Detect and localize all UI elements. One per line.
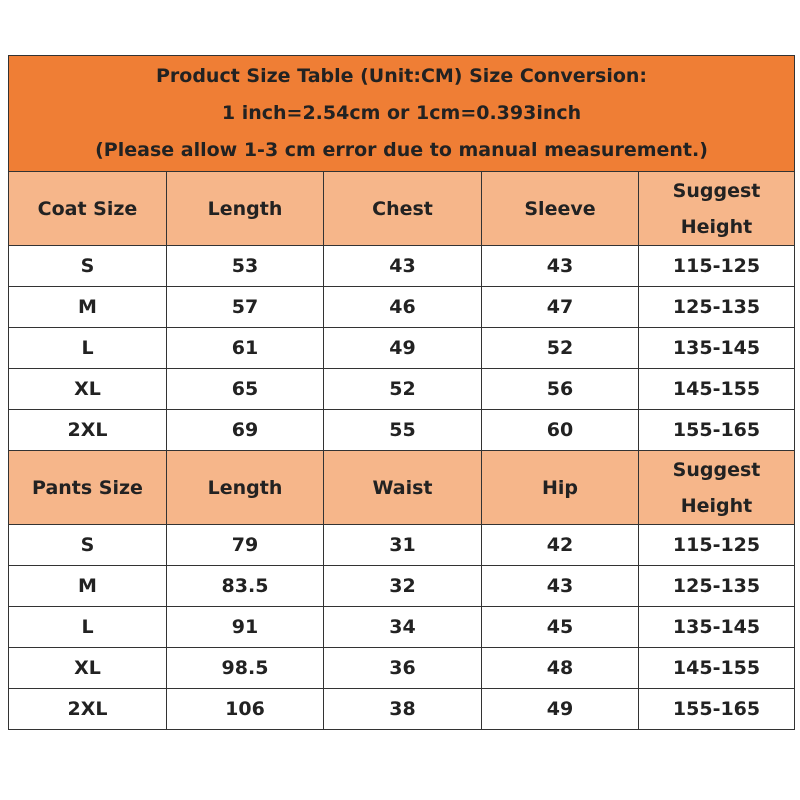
size-cell: XL — [8, 368, 167, 410]
size-cell: 115-125 — [637, 524, 796, 566]
size-cell: 56 — [481, 368, 639, 410]
title-cell: Product Size Table (Unit:CM) Size Conver… — [7, 55, 796, 172]
column-header-text: Suggest Height — [672, 179, 761, 238]
size-row: XL 65 52 56 145-155 — [8, 368, 796, 410]
size-cell: 38 — [323, 688, 482, 730]
size-cell: 48 — [481, 647, 639, 689]
column-header-row: Pants Size Length Waist Hip Suggest Height — [8, 450, 796, 525]
size-cell: 60 — [481, 409, 639, 451]
size-cell: 115-125 — [637, 245, 796, 287]
size-cell: L — [8, 327, 167, 369]
size-cell: 34 — [323, 606, 482, 648]
size-cell: 57 — [166, 286, 324, 328]
size-cell: 46 — [323, 286, 482, 328]
size-row: L 61 49 52 135-145 — [8, 327, 796, 369]
column-header-text: Chest — [372, 197, 433, 220]
size-cell: 2XL — [8, 409, 167, 451]
size-row: S 79 31 42 115-125 — [8, 524, 796, 566]
column-header-row: Coat Size Length Chest Sleeve Suggest Height — [8, 171, 796, 246]
size-cell: 49 — [481, 688, 639, 730]
size-cell: 69 — [166, 409, 324, 451]
column-header: Suggest Height — [637, 450, 796, 525]
column-header-text: Length — [207, 476, 283, 499]
size-row: L 91 34 45 135-145 — [8, 606, 796, 648]
size-cell: S — [8, 245, 167, 287]
title-row: Product Size Table (Unit:CM) Size Conver… — [7, 55, 796, 172]
size-cell: 52 — [481, 327, 639, 369]
size-cell: 61 — [166, 327, 324, 369]
size-cell: 135-145 — [637, 327, 796, 369]
size-table-container: Product Size Table (Unit:CM) Size Conver… — [7, 55, 796, 730]
size-cell: 49 — [323, 327, 482, 369]
size-cell: 155-165 — [637, 688, 796, 730]
size-table: Product Size Table (Unit:CM) Size Conver… — [7, 55, 796, 730]
column-header-text: Hip — [541, 476, 578, 499]
table-body: Product Size Table (Unit:CM) Size Conver… — [7, 55, 796, 730]
column-header: Length — [166, 171, 324, 246]
size-cell: 79 — [166, 524, 324, 566]
size-row: 2XL 106 38 49 155-165 — [8, 688, 796, 730]
size-cell: 125-135 — [637, 565, 796, 607]
size-cell: 65 — [166, 368, 324, 410]
size-cell: 36 — [323, 647, 482, 689]
size-cell: XL — [8, 647, 167, 689]
title-line: Product Size Table (Unit:CM) Size Conver… — [155, 65, 648, 87]
title-line: (Please allow 1-3 cm error due to manual… — [95, 139, 708, 161]
column-header: Pants Size — [8, 450, 167, 525]
size-cell: 145-155 — [637, 368, 796, 410]
size-cell: 83.5 — [166, 565, 324, 607]
column-header-text: Pants Size — [32, 476, 143, 499]
size-cell: 2XL — [8, 688, 167, 730]
size-cell: 155-165 — [637, 409, 796, 451]
size-row: 2XL 69 55 60 155-165 — [8, 409, 796, 451]
size-cell: M — [8, 286, 167, 328]
size-row: XL 98.5 36 48 145-155 — [8, 647, 796, 689]
size-row: S 53 43 43 115-125 — [8, 245, 796, 287]
size-cell: S — [8, 524, 167, 566]
size-cell: 31 — [323, 524, 482, 566]
column-header: Waist — [323, 450, 482, 525]
size-cell: 145-155 — [637, 647, 796, 689]
title-line: 1 inch=2.54cm or 1cm=0.393inch — [221, 102, 582, 124]
size-cell: 52 — [323, 368, 482, 410]
size-cell: 32 — [323, 565, 482, 607]
size-cell: 91 — [166, 606, 324, 648]
size-cell: 55 — [323, 409, 482, 451]
size-row: M 83.5 32 43 125-135 — [8, 565, 796, 607]
size-cell: 53 — [166, 245, 324, 287]
size-cell: 135-145 — [637, 606, 796, 648]
size-cell: 47 — [481, 286, 639, 328]
column-header-text: Suggest Height — [672, 458, 761, 517]
size-cell: 125-135 — [637, 286, 796, 328]
column-header: Sleeve — [481, 171, 639, 246]
column-header: Hip — [481, 450, 639, 525]
size-cell: 43 — [481, 565, 639, 607]
size-cell: L — [8, 606, 167, 648]
size-cell: 42 — [481, 524, 639, 566]
column-header: Coat Size — [8, 171, 167, 246]
size-row: M 57 46 47 125-135 — [8, 286, 796, 328]
column-header: Chest — [323, 171, 482, 246]
column-header-text: Coat Size — [37, 197, 138, 220]
size-cell: 106 — [166, 688, 324, 730]
size-cell: 45 — [481, 606, 639, 648]
column-header-text: Sleeve — [524, 197, 596, 220]
size-cell: 98.5 — [166, 647, 324, 689]
column-header-text: Length — [207, 197, 283, 220]
column-header-text: Waist — [372, 476, 433, 499]
column-header: Length — [166, 450, 324, 525]
size-cell: 43 — [481, 245, 639, 287]
column-header: Suggest Height — [637, 171, 796, 246]
size-cell: 43 — [323, 245, 482, 287]
size-cell: M — [8, 565, 167, 607]
